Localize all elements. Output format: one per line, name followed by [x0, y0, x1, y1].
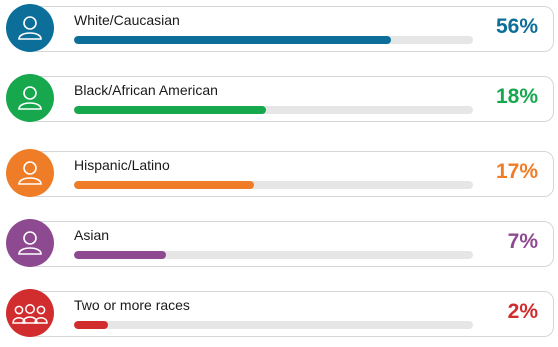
row-card — [28, 151, 554, 197]
group-icon — [6, 289, 54, 337]
bar — [74, 251, 166, 259]
chart-row: Hispanic/Latino 17% — [0, 145, 558, 207]
bar — [74, 36, 391, 44]
chart-row: Asian 7% — [0, 215, 558, 277]
chart-row: Two or more races 2% — [0, 285, 558, 347]
bar-track — [74, 36, 473, 44]
category-label: Black/African American — [74, 82, 218, 98]
bar-track — [74, 321, 473, 329]
category-label: White/Caucasian — [74, 12, 180, 28]
person-icon — [6, 149, 54, 197]
value-label: 56% — [495, 15, 538, 38]
row-card — [28, 221, 554, 267]
value-label: 18% — [495, 85, 538, 108]
bar — [74, 106, 266, 114]
row-card — [28, 76, 554, 122]
bar — [74, 321, 108, 329]
bar-track — [74, 181, 473, 189]
value-label: 17% — [495, 160, 538, 183]
person-icon — [6, 74, 54, 122]
row-card — [28, 6, 554, 52]
value-label: 7% — [507, 230, 538, 253]
bar — [74, 181, 254, 189]
row-card — [28, 291, 554, 337]
person-icon — [6, 219, 54, 267]
category-label: Hispanic/Latino — [74, 157, 170, 173]
chart-row: Black/African American 18% — [0, 70, 558, 132]
person-icon — [6, 4, 54, 52]
chart-row: White/Caucasian 56% — [0, 0, 558, 62]
category-label: Asian — [74, 227, 110, 243]
category-label: Two or more races — [74, 297, 190, 313]
value-label: 2% — [507, 300, 538, 323]
bar-track — [74, 106, 473, 114]
bar-track — [74, 251, 473, 259]
